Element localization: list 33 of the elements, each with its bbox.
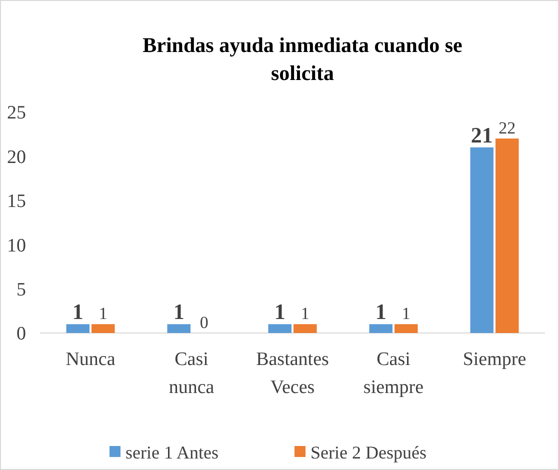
x-tick-label: Bastantes Veces — [256, 349, 329, 398]
data-label: 1 — [72, 299, 84, 324]
x-tick-label: Casi siempre — [363, 349, 424, 398]
data-label: 1 — [375, 299, 386, 324]
bar — [470, 147, 494, 333]
bar — [496, 138, 519, 333]
y-tick-label: 0 — [16, 324, 26, 345]
legend-label: Serie 2 Después — [310, 442, 426, 462]
data-label: 0 — [200, 313, 208, 332]
bar — [92, 324, 115, 333]
x-tick-label: Nunca — [66, 349, 116, 370]
x-tick-label: Siempre — [462, 349, 526, 370]
chart-title: Brindas ayuda inmediata cuando se solicita — [142, 33, 462, 85]
data-label: 1 — [300, 304, 310, 324]
bar — [369, 324, 392, 333]
y-tick-label: 10 — [7, 235, 26, 256]
bar — [268, 324, 292, 333]
y-tick-label: 20 — [7, 146, 26, 168]
bar — [167, 324, 190, 333]
data-label: 1 — [274, 299, 286, 324]
y-tick-label: 25 — [7, 102, 26, 124]
y-tick-label: 5 — [16, 279, 26, 300]
data-label: 21 — [470, 122, 493, 148]
data-label: 1 — [173, 299, 184, 324]
bar — [394, 324, 418, 333]
data-label: 22 — [498, 118, 516, 138]
y-tick-label: 15 — [7, 191, 26, 212]
data-label: 1 — [402, 304, 410, 324]
bar — [66, 324, 90, 333]
data-label: 1 — [98, 304, 108, 324]
legend-label: serie 1 Antes — [126, 442, 218, 462]
x-tick-label: Casi nunca — [168, 349, 215, 398]
bar — [294, 324, 317, 333]
